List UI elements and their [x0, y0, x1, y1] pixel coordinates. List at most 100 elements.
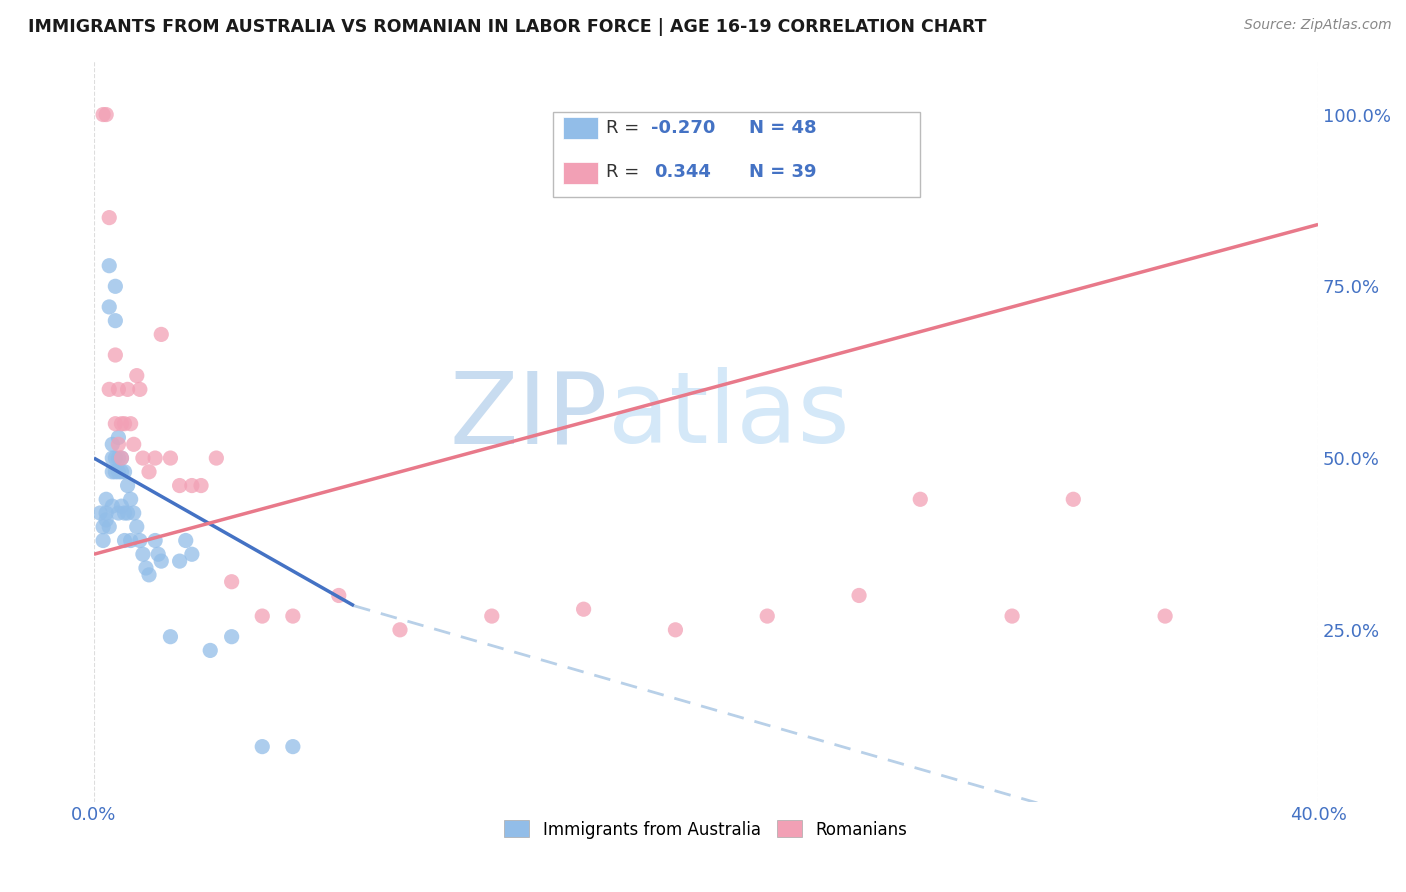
Point: [1001, 609, 1024, 624]
Point: [148, 547, 170, 561]
Point: [128, 383, 150, 397]
Point: [110, 451, 132, 466]
Point: [252, 609, 274, 624]
Point: [91, 533, 114, 548]
Point: [910, 492, 932, 507]
Point: [664, 623, 686, 637]
Text: -0.270: -0.270: [651, 119, 716, 136]
Point: [104, 417, 127, 431]
Point: [122, 437, 145, 451]
FancyBboxPatch shape: [553, 112, 921, 197]
Point: [252, 739, 274, 754]
Point: [117, 478, 139, 492]
Point: [107, 430, 129, 444]
Point: [128, 533, 150, 548]
Point: [132, 547, 155, 561]
Point: [120, 533, 142, 548]
Point: [110, 417, 132, 431]
Point: [117, 506, 139, 520]
Point: [138, 567, 160, 582]
Point: [110, 451, 132, 466]
Point: [98, 383, 121, 397]
Point: [117, 383, 139, 397]
Text: R =: R =: [606, 163, 651, 181]
Point: [98, 300, 121, 314]
Point: [107, 506, 129, 520]
Point: [98, 211, 121, 225]
Point: [180, 478, 202, 492]
Point: [180, 547, 202, 561]
Point: [169, 554, 191, 568]
Text: ZIP: ZIP: [450, 368, 609, 464]
Point: [89, 506, 111, 520]
Point: [114, 465, 136, 479]
Point: [328, 589, 350, 603]
Legend: Immigrants from Australia, Romanians: Immigrants from Australia, Romanians: [498, 814, 914, 846]
Text: Source: ZipAtlas.com: Source: ZipAtlas.com: [1244, 18, 1392, 32]
Point: [120, 417, 142, 431]
Point: [174, 533, 197, 548]
Point: [98, 520, 121, 534]
Point: [205, 451, 228, 466]
Text: N = 39: N = 39: [749, 163, 817, 181]
Point: [143, 533, 166, 548]
Point: [91, 520, 114, 534]
Point: [110, 499, 132, 513]
Text: N = 48: N = 48: [749, 119, 817, 136]
Point: [114, 506, 136, 520]
Point: [107, 437, 129, 451]
Point: [281, 739, 304, 754]
Point: [150, 327, 173, 342]
Point: [169, 478, 191, 492]
Point: [572, 602, 595, 616]
Point: [107, 451, 129, 466]
Point: [221, 630, 243, 644]
Point: [281, 609, 304, 624]
Point: [481, 609, 503, 624]
Point: [91, 107, 114, 121]
Point: [388, 623, 411, 637]
Point: [101, 437, 124, 451]
Point: [107, 383, 129, 397]
Point: [96, 492, 118, 507]
FancyBboxPatch shape: [562, 162, 599, 184]
Point: [190, 478, 212, 492]
Point: [101, 451, 124, 466]
Text: R =: R =: [606, 119, 644, 136]
Text: atlas: atlas: [609, 368, 849, 464]
Point: [150, 554, 173, 568]
Point: [114, 417, 136, 431]
Point: [756, 609, 779, 624]
Point: [1154, 609, 1177, 624]
Point: [200, 643, 222, 657]
Text: IMMIGRANTS FROM AUSTRALIA VS ROMANIAN IN LABOR FORCE | AGE 16-19 CORRELATION CHA: IMMIGRANTS FROM AUSTRALIA VS ROMANIAN IN…: [28, 18, 987, 36]
Point: [1062, 492, 1084, 507]
Point: [96, 107, 118, 121]
Point: [104, 313, 127, 327]
Point: [110, 465, 132, 479]
Point: [125, 520, 148, 534]
Point: [132, 451, 155, 466]
Point: [104, 451, 127, 466]
Point: [122, 506, 145, 520]
Point: [114, 533, 136, 548]
Point: [96, 506, 118, 520]
Point: [104, 279, 127, 293]
Point: [221, 574, 243, 589]
Point: [138, 465, 160, 479]
Point: [101, 499, 124, 513]
Point: [104, 348, 127, 362]
Point: [159, 630, 181, 644]
Point: [98, 259, 121, 273]
Point: [104, 465, 127, 479]
Point: [107, 465, 129, 479]
Point: [120, 492, 142, 507]
Point: [135, 561, 157, 575]
Point: [125, 368, 148, 383]
Point: [848, 589, 870, 603]
Point: [96, 513, 118, 527]
Point: [159, 451, 181, 466]
FancyBboxPatch shape: [562, 118, 599, 139]
Point: [143, 451, 166, 466]
Point: [101, 465, 124, 479]
